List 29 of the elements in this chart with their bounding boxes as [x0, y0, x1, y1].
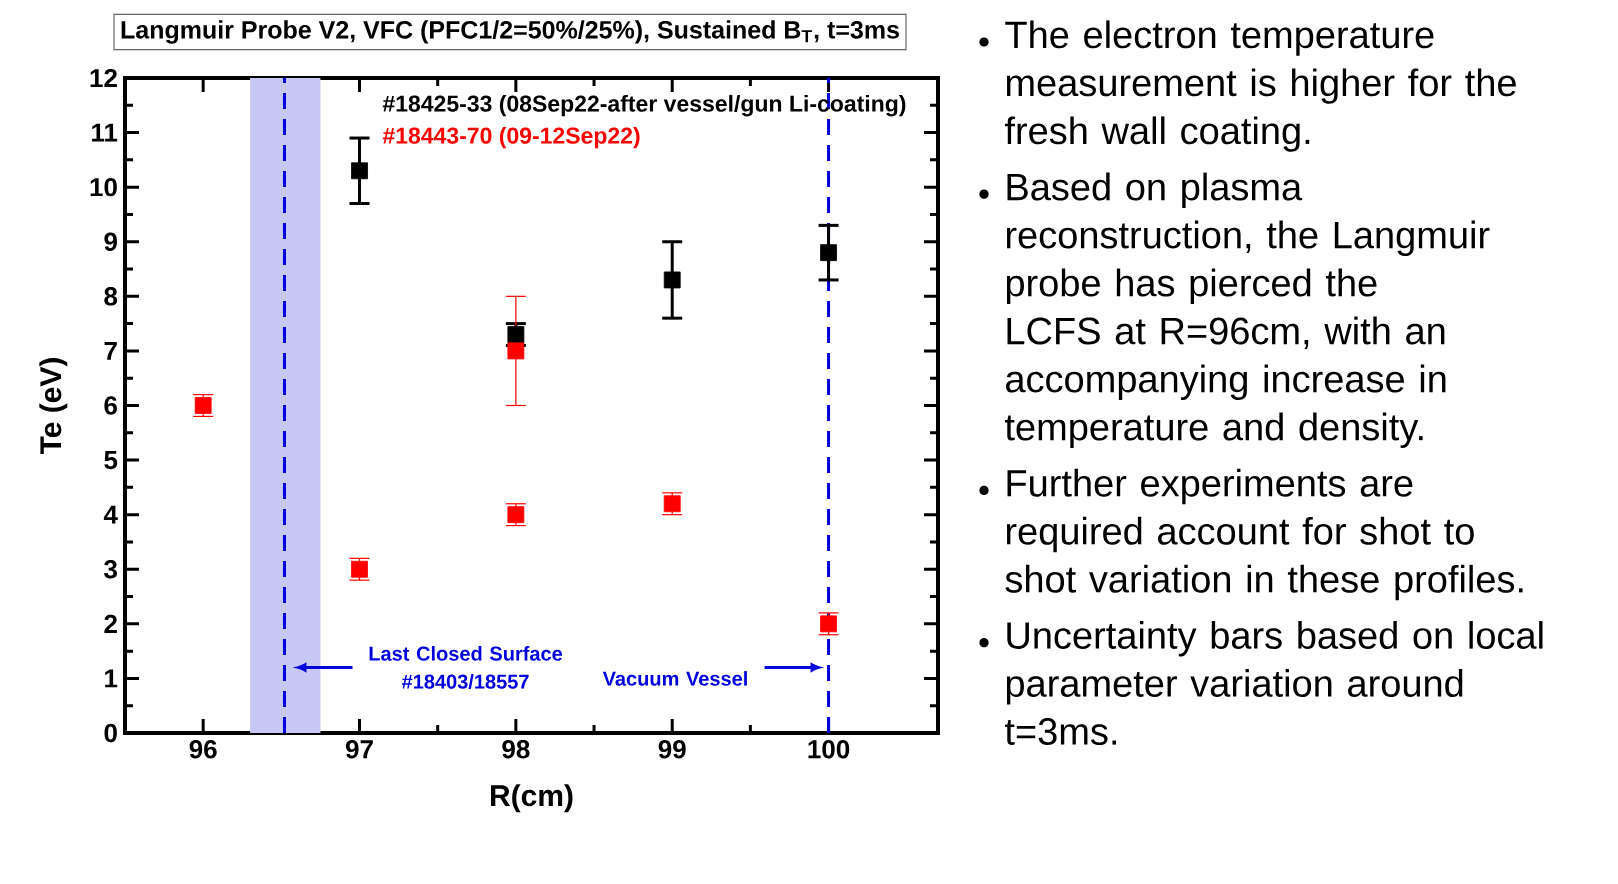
x-tick-label: 100	[808, 740, 850, 759]
text: #18443-70 (09-12Sep22)	[382, 126, 640, 149]
x-tick-label: 97	[345, 740, 373, 759]
x-axis-title: R(cm)	[491, 784, 573, 813]
y-tick-label: 8	[104, 287, 118, 306]
x-tick-label: 96	[189, 740, 217, 759]
y-axis-title: Te (eV)	[39, 358, 68, 455]
y-tick-label: 10	[90, 177, 117, 197]
ref-line-label: Vacuum Vessel	[602, 671, 747, 686]
x-tick-label: 98	[502, 740, 530, 759]
text: Uncertainty bars based on local parameter variation around t=3ms.	[1004, 621, 1543, 745]
y-tick-label: 4	[103, 505, 118, 524]
y-tick-label: 12	[90, 68, 117, 88]
y-tick-label: 3	[104, 560, 117, 579]
y-tick-label: 5	[104, 451, 118, 470]
text: Based on plasma reconstruction, the Langmuir probe has pierced the LCFS at R=96cm, with an accompanying increase in temperature and density.	[1004, 172, 1490, 449]
y-tick-label: 11	[92, 123, 118, 142]
chart-title: Langmuir Probe V2, VFC (PFC1/2=50%/25%), Sustained B$_{T}$, t=3ms	[121, 20, 899, 44]
text: Further experiments are required account for shot to shot variation in these profiles.	[1005, 468, 1523, 601]
y-tick-label: 1	[105, 669, 118, 688]
y-tick-label: 6	[104, 396, 117, 415]
legend-label: #18425-33 (08Sep22-after vessel/gun Li-coating)	[382, 94, 906, 117]
y-tick-label: 7	[104, 341, 117, 360]
y-tick-label: 2	[104, 614, 117, 633]
y-tick-label: 9	[104, 232, 117, 251]
text: The electron temperature measurement is higher for the fresh wall coating.	[1004, 20, 1516, 152]
x-tick-label: 99	[658, 740, 686, 759]
ref-line-label: Last Closed Surface #18403/18557	[369, 646, 563, 689]
y-tick-label: 0	[104, 723, 117, 743]
